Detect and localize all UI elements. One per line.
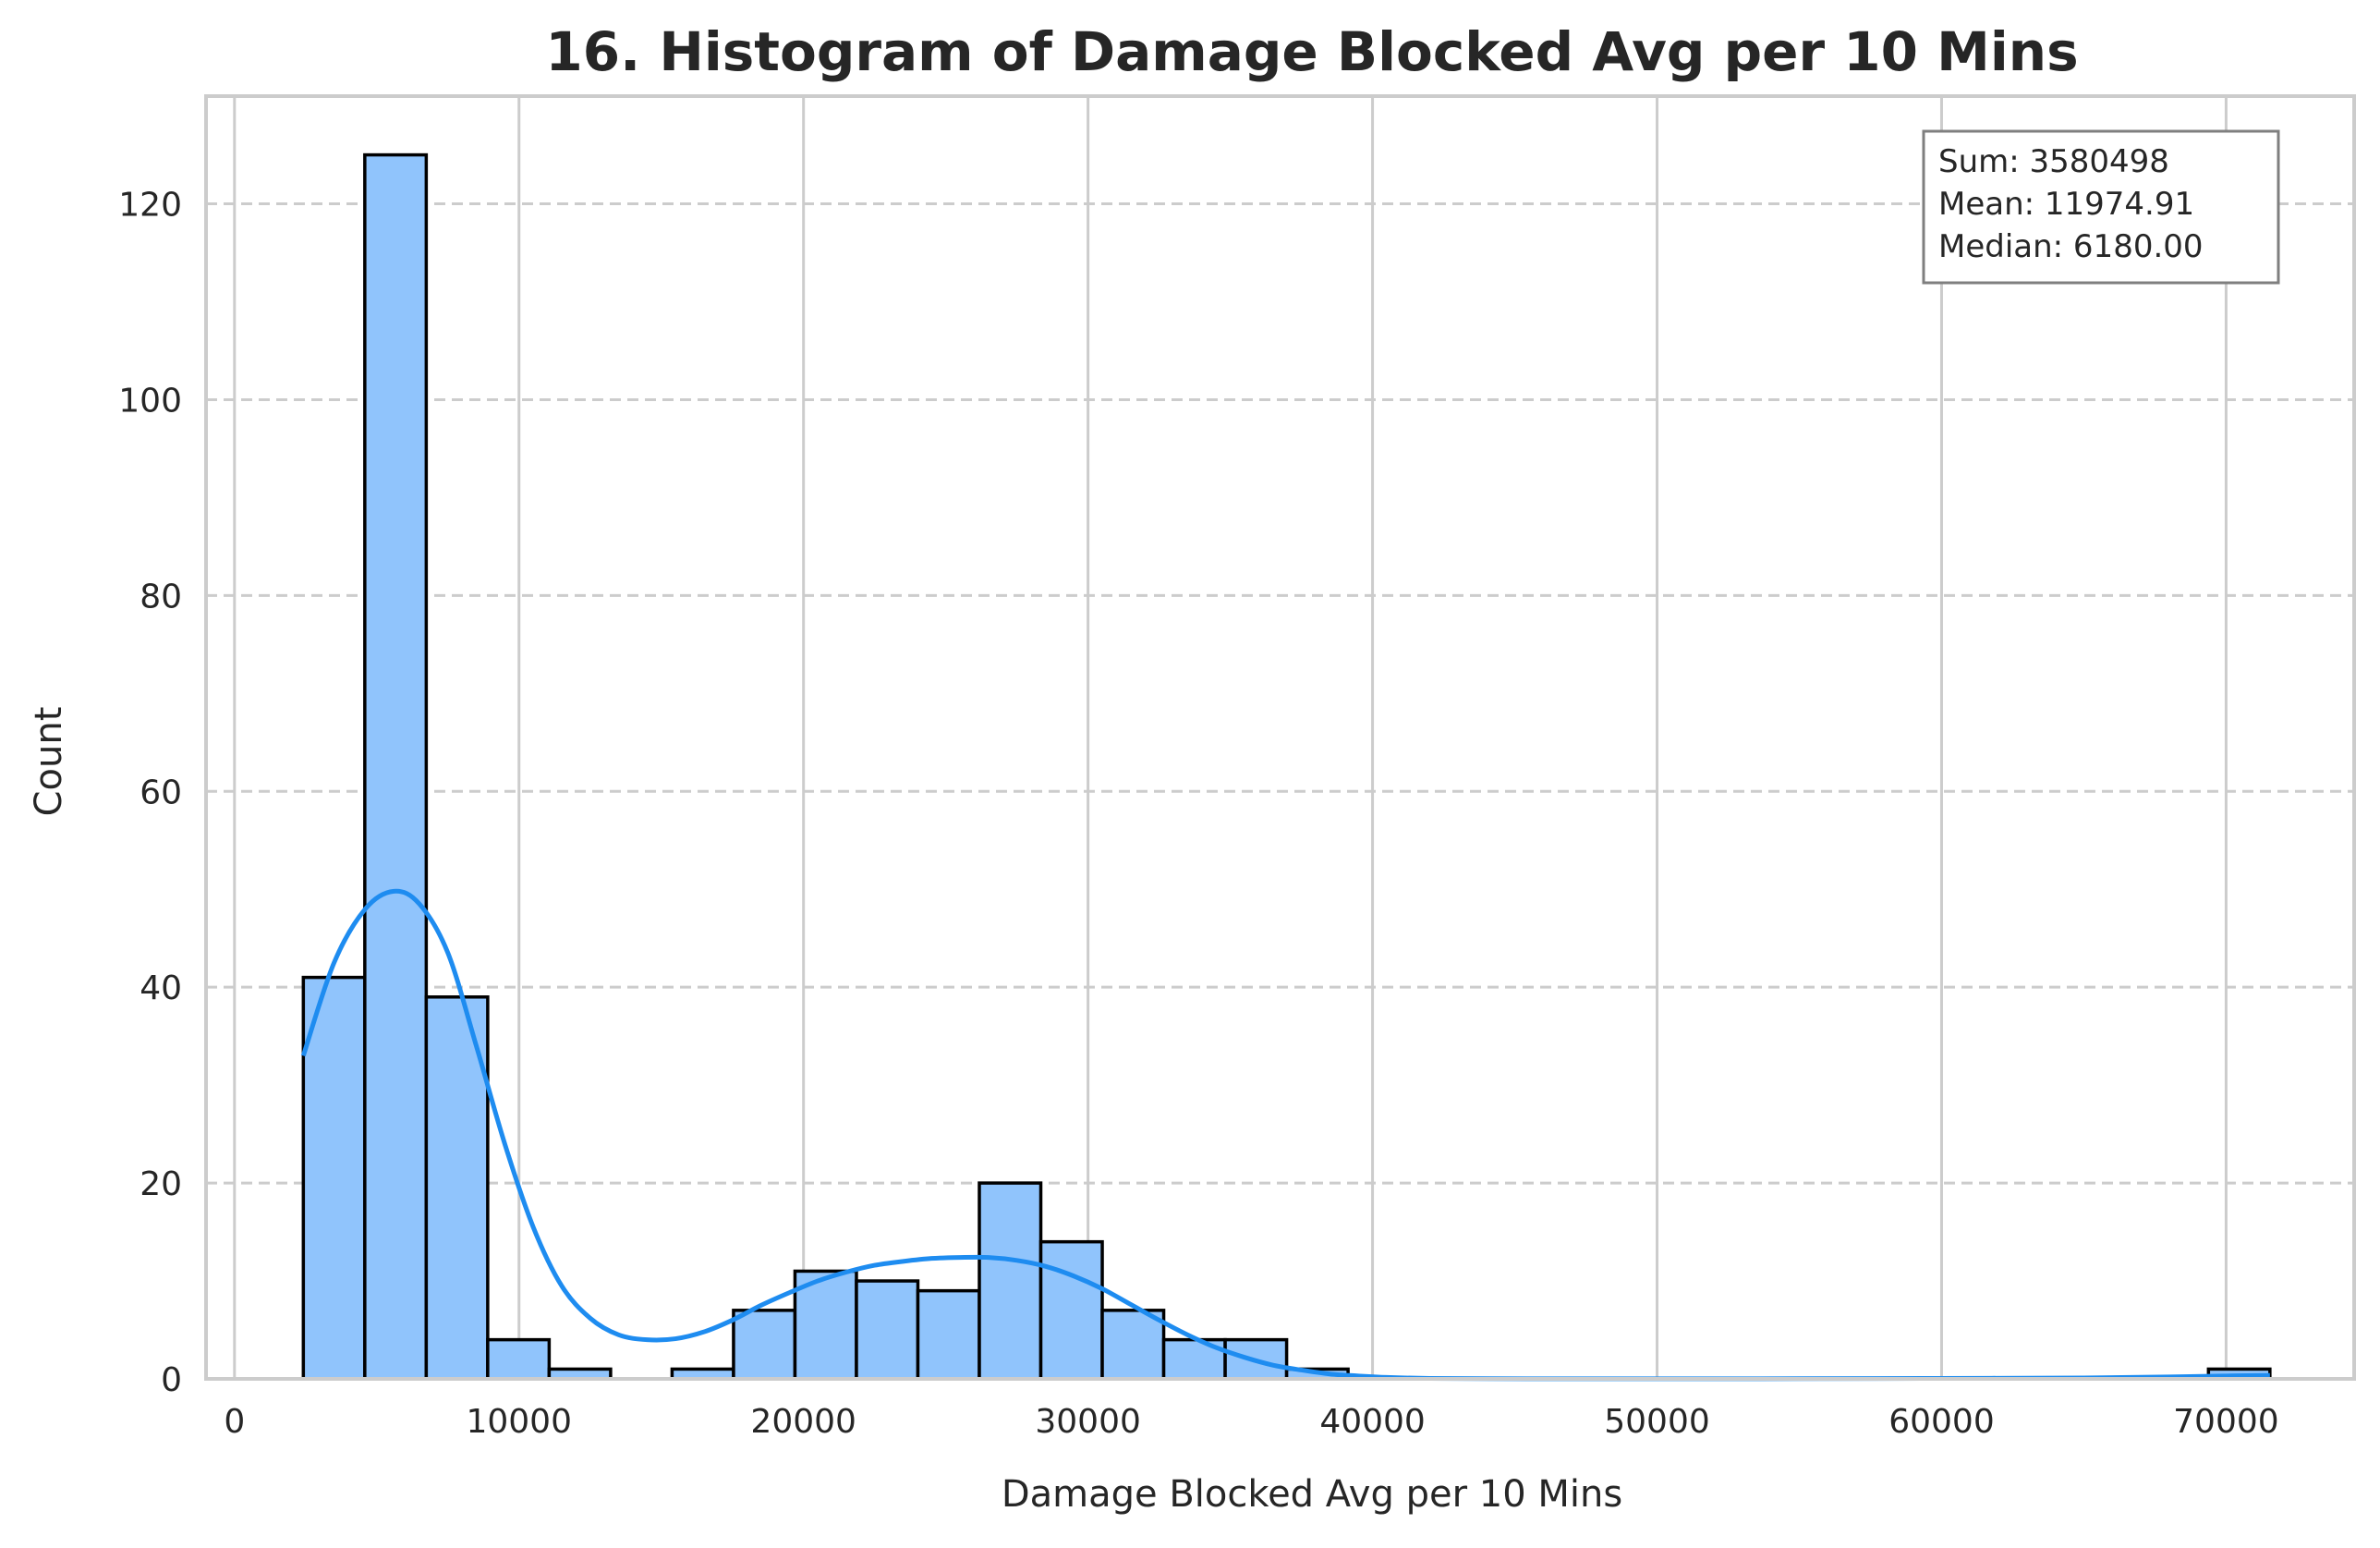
x-tick-label: 40000 <box>1319 1403 1426 1441</box>
ticks-layer: 0 10000 20000 30000 40000 50000 60000 70000 0 20 4… <box>118 187 2278 1441</box>
histogram-bar <box>363 152 429 1381</box>
histogram-bar <box>486 1337 552 1381</box>
x-tick-label: 0 <box>224 1403 245 1441</box>
x-tick-label: 10000 <box>466 1403 572 1441</box>
x-axis-label: Damage Blocked Avg per 10 Mins <box>1002 1473 1622 1516</box>
x-tick-label: 50000 <box>1604 1403 1710 1441</box>
histogram-bar <box>732 1309 797 1381</box>
stats-box: Sum: 3580498 Mean: 11974.91 Median: 6180… <box>1922 129 2280 285</box>
grid-layer <box>206 96 2354 1379</box>
histogram-bar <box>916 1288 981 1381</box>
y-tick-label: 80 <box>140 578 182 616</box>
x-tick-label: 30000 <box>1035 1403 1141 1441</box>
y-tick-label: 120 <box>118 187 182 225</box>
histogram-bar <box>424 995 490 1381</box>
y-tick-label: 20 <box>140 1165 182 1203</box>
y-tick-label: 0 <box>161 1361 182 1399</box>
histogram-bar <box>301 975 367 1381</box>
stats-sum: Sum: 3580498 <box>1938 143 2169 180</box>
x-tick-label: 20000 <box>750 1403 856 1441</box>
stats-box-frame <box>1922 129 2280 285</box>
x-tick-label: 70000 <box>2173 1403 2279 1441</box>
kde-curve <box>300 888 2270 1382</box>
y-tick-label: 40 <box>140 969 182 1007</box>
histogram-bar <box>855 1279 920 1381</box>
y-axis-label: Count <box>28 707 70 817</box>
y-tick-label: 60 <box>140 774 182 811</box>
spines-layer <box>204 94 2356 1381</box>
x-tick-label: 60000 <box>1888 1403 1995 1441</box>
plot-frame <box>204 94 2356 1381</box>
bars-layer <box>301 152 2272 1381</box>
histogram-bar <box>1100 1309 1166 1381</box>
y-tick-label: 100 <box>118 382 182 420</box>
histogram-bar <box>1038 1239 1104 1381</box>
histogram-bar <box>978 1181 1043 1381</box>
kde-layer <box>300 888 2270 1382</box>
stats-mean: Mean: 11974.91 <box>1938 186 2194 223</box>
stats-median: Median: 6180.00 <box>1938 228 2204 265</box>
chart-title: 16. Histogram of Damage Blocked Avg per … <box>545 20 2078 83</box>
